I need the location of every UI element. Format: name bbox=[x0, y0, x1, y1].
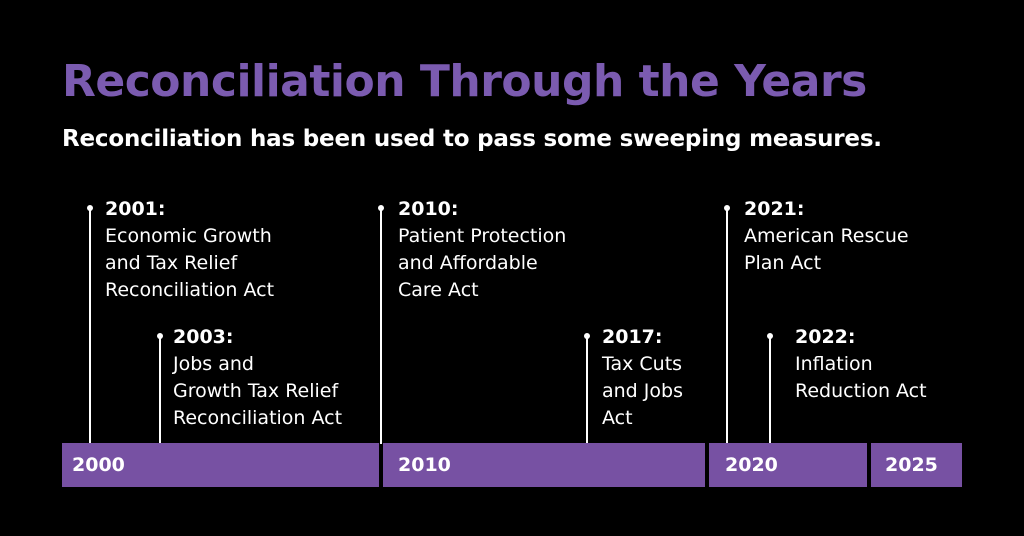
event-label: Inflation Reduction Act bbox=[795, 353, 927, 402]
event-label: Patient Protection and Affordable Care A… bbox=[398, 225, 567, 301]
event-year: 2010: bbox=[398, 198, 459, 220]
marker-stem-2001 bbox=[87, 205, 93, 444]
axis-label-2020: 2020 bbox=[725, 454, 778, 476]
timeline-axis-segment-2020: 2020 bbox=[709, 443, 867, 487]
timeline-event-2021: 2021: American Rescue Plan Act bbox=[744, 196, 909, 277]
timeline-axis-segment-2025: 2025 bbox=[871, 443, 962, 487]
marker-stem-2021 bbox=[724, 205, 730, 444]
event-label: Tax Cuts and Jobs Act bbox=[602, 353, 683, 429]
timeline-event-2017: 2017: Tax Cuts and Jobs Act bbox=[602, 324, 683, 432]
marker-stem-2022 bbox=[767, 333, 773, 444]
event-year: 2017: bbox=[602, 326, 663, 348]
marker-stem-2003 bbox=[157, 333, 163, 444]
event-year: 2021: bbox=[744, 198, 805, 220]
timeline-event-2022: 2022: Inflation Reduction Act bbox=[795, 324, 927, 405]
event-year: 2001: bbox=[105, 198, 166, 220]
axis-label-2010: 2010 bbox=[398, 454, 451, 476]
event-year: 2003: bbox=[173, 326, 234, 348]
timeline-event-2001: 2001: Economic Growth and Tax Relief Rec… bbox=[105, 196, 274, 304]
timeline-axis-segment-2010: 2010 bbox=[383, 443, 705, 487]
marker-stem-2017 bbox=[584, 333, 590, 444]
marker-stem-2010 bbox=[378, 205, 384, 444]
event-label: American Rescue Plan Act bbox=[744, 225, 909, 274]
event-year: 2022: bbox=[795, 326, 856, 348]
event-label: Economic Growth and Tax Relief Reconcili… bbox=[105, 225, 275, 301]
axis-label-2000: 2000 bbox=[72, 454, 125, 476]
event-label: Jobs and Growth Tax Relief Reconciliatio… bbox=[173, 353, 343, 429]
page-subtitle: Reconciliation has been used to pass som… bbox=[62, 126, 882, 152]
axis-label-2025: 2025 bbox=[885, 454, 938, 476]
timeline-axis-segment-2000: 2000 bbox=[62, 443, 379, 487]
page-title: Reconciliation Through the Years bbox=[62, 56, 867, 107]
timeline-event-2003: 2003: Jobs and Growth Tax Relief Reconci… bbox=[173, 324, 342, 432]
timeline-event-2010: 2010: Patient Protection and Affordable … bbox=[398, 196, 566, 304]
